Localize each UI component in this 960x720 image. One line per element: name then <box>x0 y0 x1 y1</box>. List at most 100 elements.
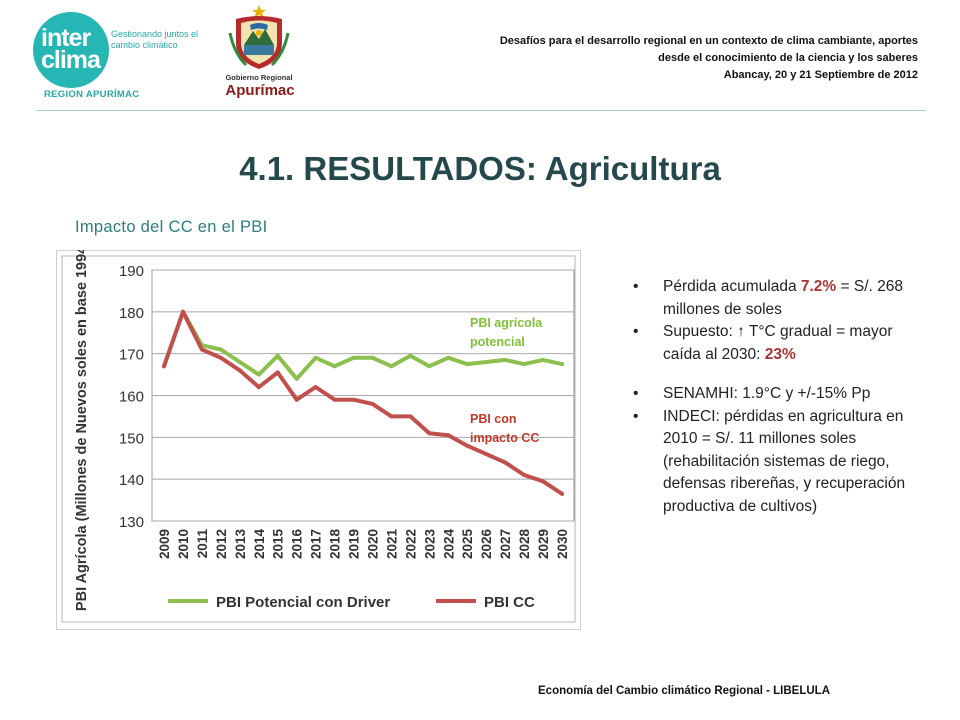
point-pbi-cc <box>446 433 451 438</box>
point-pbi-potencial <box>560 362 564 367</box>
series-line-pbi-potencial <box>162 309 564 381</box>
findings-list: • Pérdida acumulada 7.2% = S/. 268 millo… <box>630 276 930 518</box>
series-line-pbi-cc <box>162 309 564 496</box>
x-tick-label: 2011 <box>195 529 210 559</box>
point-pbi-potencial <box>446 355 451 360</box>
y-tick-label: 140 <box>119 472 144 489</box>
gobierno-regional-crest-icon <box>228 5 290 69</box>
point-pbi-potencial <box>275 353 280 358</box>
point-pbi-cc <box>199 347 204 352</box>
bullet-perdida: • Pérdida acumulada 7.2% = S/. 268 millo… <box>630 276 930 321</box>
bullet-senamhi-text: SENAMHI: 1.9°C y +/-15% Pp <box>663 385 871 402</box>
x-tick-label: 2029 <box>536 529 551 559</box>
slide-title: 4.1. RESULTADOS: Agricultura <box>239 150 721 187</box>
logo-word-inter: inter <box>41 24 91 52</box>
bullet-supuesto: • Supuesto: ↑ T°C gradual = mayor caída … <box>630 321 930 366</box>
x-tick-label: 2019 <box>347 529 362 559</box>
point-pbi-potencial <box>503 357 508 362</box>
bullet-dot: • <box>633 323 639 340</box>
annotation-cc: PBI con impacto CC <box>470 410 539 448</box>
bullet-perdida-post: = S/. 268 millones de soles <box>663 278 904 318</box>
interclima-logo: inter clima <box>33 12 109 88</box>
logo-word-clima: clima <box>41 46 101 74</box>
bullet-indeci-text: INDECI: pérdidas en agricultura en 2010 … <box>663 407 906 515</box>
point-pbi-cc <box>313 385 318 390</box>
point-pbi-potencial <box>427 364 432 369</box>
bullet-supuesto-pct: 23% <box>764 345 796 363</box>
point-pbi-cc <box>427 431 432 436</box>
point-pbi-potencial <box>256 372 261 377</box>
slide-subtitle: Impacto del CC en el PBI <box>75 218 268 236</box>
x-tick-label: 2010 <box>176 529 191 559</box>
bullet-supuesto-mid: T°C gradual = mayor caída al 2030: <box>663 323 893 363</box>
point-pbi-potencial <box>332 364 337 369</box>
bullet-dot: • <box>633 278 639 295</box>
x-tick-label: 2030 <box>555 529 570 559</box>
bullet-perdida-pct: 7.2% <box>800 278 837 295</box>
x-tick-label: 2025 <box>460 529 475 560</box>
point-pbi-cc <box>503 460 508 465</box>
legend-label: PBI Potencial con Driver <box>216 594 390 611</box>
point-pbi-cc <box>389 414 394 419</box>
x-tick-label: 2014 <box>252 529 267 560</box>
annotation-cc-line1: PBI con <box>470 412 517 426</box>
bullet-dot: • <box>633 407 639 425</box>
annotation-potencial-line1: PBI agrícola <box>470 316 543 330</box>
y-tick-label: 160 <box>119 389 144 406</box>
point-pbi-potencial <box>465 362 470 367</box>
point-pbi-potencial <box>389 364 394 369</box>
point-pbi-potencial <box>351 355 356 360</box>
point-pbi-cc <box>218 355 223 360</box>
point-pbi-potencial <box>370 355 375 360</box>
x-tick-label: 2013 <box>233 529 248 560</box>
point-pbi-cc <box>465 443 470 448</box>
x-tick-label: 2012 <box>214 529 229 559</box>
point-pbi-cc <box>408 414 413 419</box>
x-tick-label: 2021 <box>384 529 399 560</box>
point-pbi-cc <box>560 491 564 496</box>
x-tick-label: 2023 <box>422 529 437 560</box>
annotation-cc-line2: impacto CC <box>470 431 540 445</box>
x-tick-label: 2026 <box>479 529 494 560</box>
apurimac-label: Apurímac <box>225 82 295 99</box>
event-header: Desafíos para el desarrollo regional en … <box>358 33 918 84</box>
point-pbi-cc <box>351 397 356 402</box>
event-line-2: desde el conocimiento de la ciencia y lo… <box>658 52 918 64</box>
event-line-1: Desafíos para el desarrollo regional en … <box>499 35 918 47</box>
bullet-perdida-pre: Pérdida acumulada <box>663 278 801 295</box>
x-tick-label: 2018 <box>328 529 343 560</box>
pbi-line-chart: 130 140 150 160 170 180 190 2009 2010 2011 2012 20… <box>56 250 581 630</box>
x-tick-label: 2015 <box>271 529 286 560</box>
y-tick-label: 150 <box>119 430 144 447</box>
footer-credit: Economía del Cambio climático Regional -… <box>538 685 831 697</box>
x-tick-label: 2020 <box>365 529 380 559</box>
gobierno-regional-label: Gobierno Regional <box>225 73 293 82</box>
point-pbi-potencial <box>294 376 299 381</box>
point-pbi-potencial <box>313 355 318 360</box>
y-tick-label: 190 <box>119 263 144 280</box>
legend-label: PBI CC <box>484 594 535 611</box>
point-pbi-cc <box>541 479 545 484</box>
y-tick-label: 130 <box>119 514 144 531</box>
x-tick-label: 2009 <box>157 529 172 559</box>
point-pbi-cc <box>370 401 375 406</box>
event-line-3: Abancay, 20 y 21 Septiembre de 2012 <box>723 69 918 81</box>
point-pbi-cc <box>522 473 527 477</box>
point-pbi-cc <box>256 385 261 390</box>
point-pbi-cc <box>275 370 280 375</box>
y-tick-label: 180 <box>119 305 144 322</box>
chart-inner-frame <box>61 255 576 623</box>
header-divider <box>36 110 926 111</box>
point-pbi-cc <box>162 364 166 369</box>
point-pbi-potencial <box>541 357 545 362</box>
point-pbi-cc <box>237 368 242 373</box>
bullet-senamhi: • SENAMHI: 1.9°C y +/-15% Pp <box>630 383 930 406</box>
point-pbi-potencial <box>237 360 242 364</box>
y-tick-label: 170 <box>119 347 144 364</box>
point-pbi-potencial <box>218 347 223 352</box>
y-axis-label: PBI Agrícola (Millones de Nuevos soles e… <box>74 250 90 611</box>
point-pbi-potencial <box>484 360 489 364</box>
logo-tagline: Gestionando juntos el cambio climático <box>111 29 199 50</box>
bullet-dot: • <box>633 385 639 402</box>
annotation-potencial-line2: potencial <box>470 335 525 349</box>
